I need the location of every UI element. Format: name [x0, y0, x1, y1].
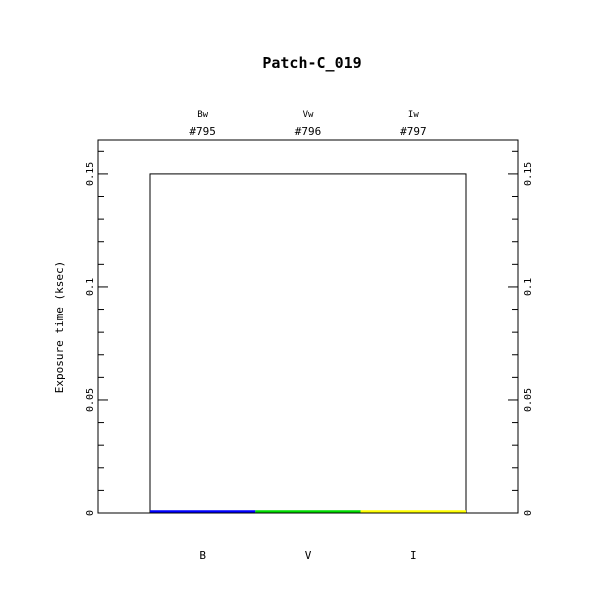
y-tick-label-left: 0.15	[85, 162, 96, 186]
y-tick-label-left: 0.1	[85, 278, 96, 296]
x-tick-label: B	[199, 549, 206, 562]
y-tick-label-left: 0	[85, 510, 96, 516]
bar-B	[150, 510, 256, 513]
y-axis-label: Exposure time (ksec)	[53, 261, 66, 393]
filter-id-label: #797	[400, 125, 427, 138]
y-tick-label-right: 0.1	[523, 278, 534, 296]
x-tick-label: I	[410, 549, 417, 562]
filter-id-label: #795	[189, 125, 216, 138]
x-tick-label: V	[305, 549, 312, 562]
y-tick-label-right: 0.15	[523, 162, 534, 186]
y-tick-label-right: 0.05	[523, 388, 534, 412]
filter-label: Vw	[303, 110, 314, 120]
plot-frame	[97, 139, 519, 514]
filter-label: Bw	[197, 110, 208, 120]
filter-id-label: #796	[295, 125, 322, 138]
chart-title: Patch-C_019	[262, 54, 361, 72]
filter-label: Iw	[408, 110, 419, 120]
y-tick-label-right: 0	[523, 510, 534, 516]
y-tick-label-left: 0.05	[85, 388, 96, 412]
total-outline	[149, 173, 467, 514]
bar-V	[255, 510, 361, 513]
bar-I	[360, 510, 466, 513]
